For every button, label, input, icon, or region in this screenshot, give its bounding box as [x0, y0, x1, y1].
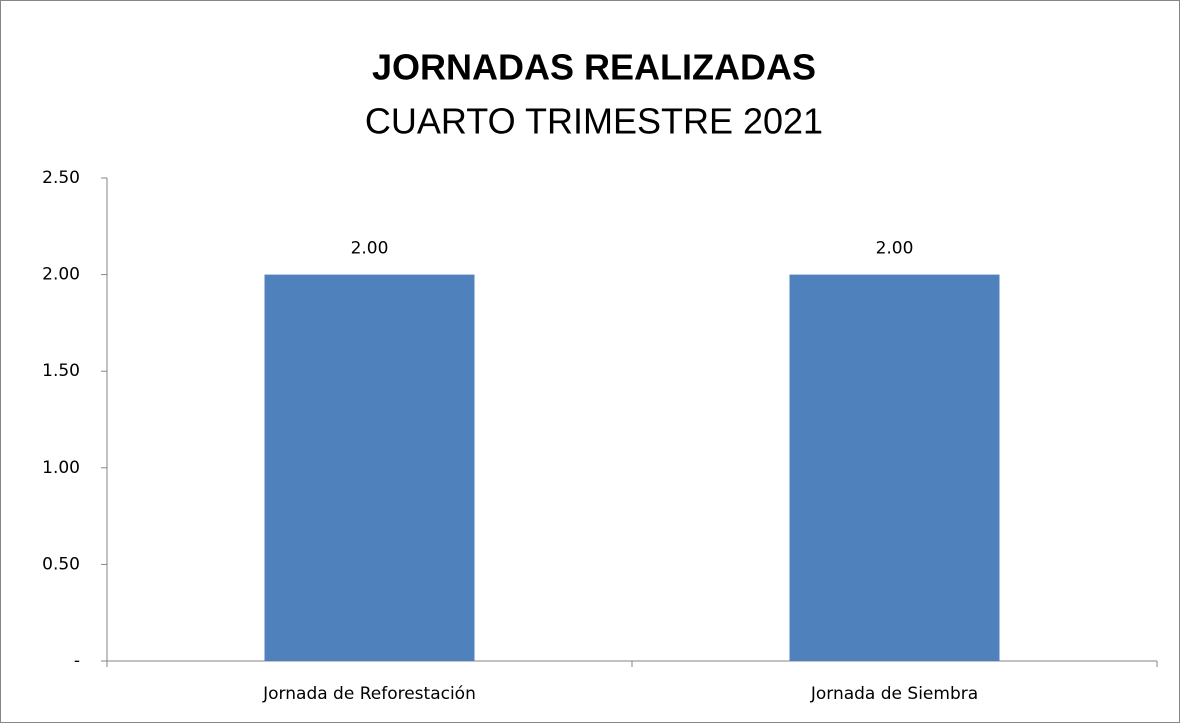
x-tick-label: Jornada de Siembra [810, 684, 978, 704]
y-tick-label: 0.50 [42, 554, 80, 574]
bar [264, 274, 475, 661]
chart-subtitle: CUARTO TRIMESTRE 2021 [365, 101, 823, 142]
data-label: 2.00 [876, 239, 914, 259]
y-tick-label: 1.50 [42, 361, 80, 381]
y-tick-label: 1.00 [42, 458, 80, 478]
y-tick-label: 2.00 [42, 265, 80, 285]
y-tick-label: - [74, 651, 80, 671]
x-tick-label: Jornada de Reforestación [262, 684, 476, 704]
data-label: 2.00 [351, 239, 389, 259]
bar [789, 274, 1000, 661]
chart-title: JORNADAS REALIZADAS [372, 47, 816, 88]
y-tick-label: 2.50 [42, 168, 80, 188]
